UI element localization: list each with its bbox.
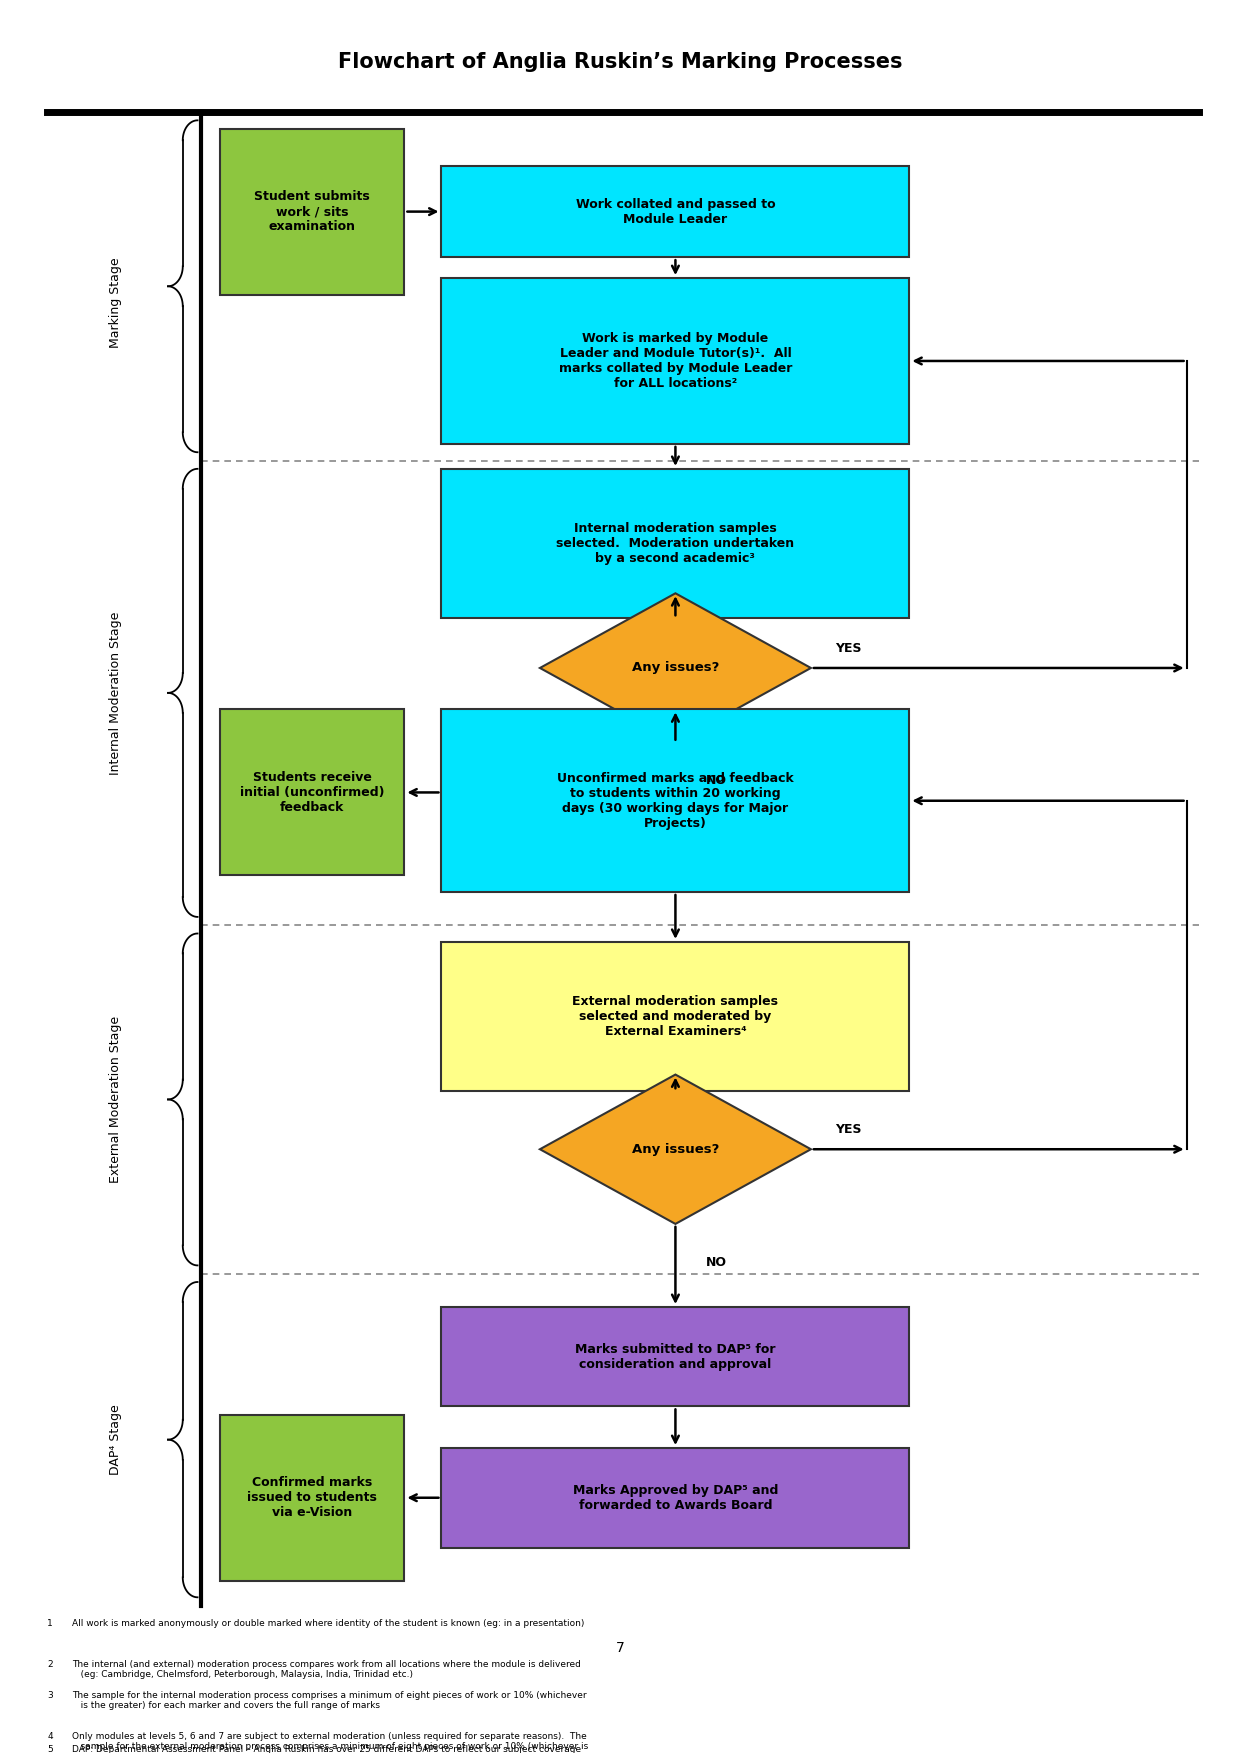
FancyBboxPatch shape (219, 128, 404, 295)
Text: The sample for the internal moderation process comprises a minimum of eight piec: The sample for the internal moderation p… (72, 1692, 587, 1711)
Text: Student submits
work / sits
examination: Student submits work / sits examination (254, 189, 370, 233)
Text: Internal Moderation Stage: Internal Moderation Stage (109, 612, 122, 775)
Text: 2: 2 (47, 1660, 53, 1669)
Text: Work is marked by Module
Leader and Module Tutor(s)¹.  All
marks collated by Mod: Work is marked by Module Leader and Modu… (559, 331, 792, 389)
Text: 5: 5 (47, 1744, 53, 1753)
Text: External Moderation Stage: External Moderation Stage (109, 1017, 122, 1183)
FancyBboxPatch shape (441, 941, 909, 1090)
Text: YES: YES (836, 642, 862, 654)
Text: 7: 7 (615, 1641, 625, 1655)
Text: Work collated and passed to
Module Leader: Work collated and passed to Module Leade… (575, 198, 775, 226)
Text: Flowchart of Anglia Ruskin’s Marking Processes: Flowchart of Anglia Ruskin’s Marking Pro… (337, 53, 903, 72)
FancyBboxPatch shape (441, 1308, 909, 1406)
Text: NO: NO (707, 775, 727, 787)
Text: Unconfirmed marks and feedback
to students within 20 working
days (30 working da: Unconfirmed marks and feedback to studen… (557, 771, 794, 829)
FancyBboxPatch shape (441, 1448, 909, 1548)
Text: 3: 3 (47, 1692, 53, 1700)
Text: Any issues?: Any issues? (631, 661, 719, 675)
Text: NO: NO (707, 1255, 727, 1269)
FancyBboxPatch shape (441, 710, 909, 892)
Text: DAP: Departmental Assessment Panel – Anglia Ruskin has over 25 different DAPs to: DAP: Departmental Assessment Panel – Ang… (72, 1744, 582, 1753)
Text: 1: 1 (47, 1618, 53, 1629)
Text: All work is marked anonymously or double marked where identity of the student is: All work is marked anonymously or double… (72, 1618, 584, 1629)
Text: Marks submitted to DAP⁵ for
consideration and approval: Marks submitted to DAP⁵ for consideratio… (575, 1343, 776, 1371)
Text: External moderation samples
selected and moderated by
External Examiners⁴: External moderation samples selected and… (573, 996, 779, 1038)
Text: The internal (and external) moderation process compares work from all locations : The internal (and external) moderation p… (72, 1660, 580, 1679)
Text: 4: 4 (47, 1732, 53, 1741)
Text: Marking Stage: Marking Stage (109, 258, 122, 349)
FancyBboxPatch shape (219, 1415, 404, 1581)
Text: Students receive
initial (unconfirmed)
feedback: Students receive initial (unconfirmed) f… (239, 771, 384, 813)
FancyBboxPatch shape (441, 279, 909, 444)
Polygon shape (539, 1075, 811, 1224)
Polygon shape (539, 593, 811, 743)
FancyBboxPatch shape (441, 167, 909, 258)
Text: DAP⁴ Stage: DAP⁴ Stage (109, 1404, 122, 1474)
Text: Marks Approved by DAP⁵ and
forwarded to Awards Board: Marks Approved by DAP⁵ and forwarded to … (573, 1483, 779, 1511)
Text: YES: YES (836, 1124, 862, 1136)
Text: Confirmed marks
issued to students
via e-Vision: Confirmed marks issued to students via e… (247, 1476, 377, 1520)
Text: Only modules at levels 5, 6 and 7 are subject to external moderation (unless req: Only modules at levels 5, 6 and 7 are su… (72, 1732, 588, 1753)
FancyBboxPatch shape (219, 710, 404, 875)
FancyBboxPatch shape (441, 468, 909, 619)
Text: Any issues?: Any issues? (631, 1143, 719, 1155)
Text: Internal moderation samples
selected.  Moderation undertaken
by a second academi: Internal moderation samples selected. Mo… (557, 522, 795, 564)
